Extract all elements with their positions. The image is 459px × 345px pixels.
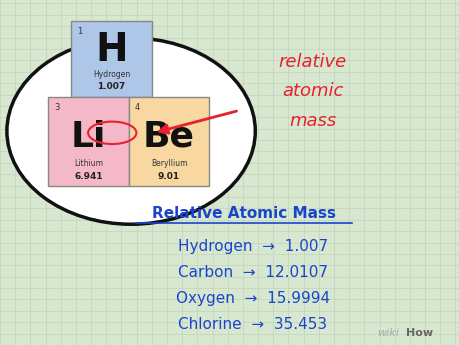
- Text: 4: 4: [134, 103, 139, 112]
- Text: Li: Li: [71, 120, 106, 154]
- FancyBboxPatch shape: [48, 97, 129, 186]
- Text: 1.007: 1.007: [97, 82, 125, 91]
- Text: Oxygen  →  15.9994: Oxygen → 15.9994: [175, 291, 330, 306]
- Circle shape: [7, 38, 255, 224]
- Text: Hydrogen  →  1.007: Hydrogen → 1.007: [178, 239, 327, 254]
- Text: Lithium: Lithium: [74, 159, 103, 168]
- Text: wiki: wiki: [376, 328, 398, 338]
- Text: 9.01: 9.01: [157, 172, 180, 181]
- Text: Carbon  →  12.0107: Carbon → 12.0107: [178, 265, 327, 280]
- Text: Chlorine  →  35.453: Chlorine → 35.453: [178, 317, 327, 332]
- Text: H: H: [95, 31, 128, 69]
- FancyBboxPatch shape: [71, 21, 151, 97]
- Text: 6.941: 6.941: [74, 172, 103, 181]
- Text: Beryllium: Beryllium: [151, 159, 187, 168]
- Text: 1: 1: [77, 27, 82, 36]
- FancyBboxPatch shape: [129, 97, 209, 186]
- Text: Hydrogen: Hydrogen: [93, 70, 130, 79]
- Text: Relative Atomic Mass: Relative Atomic Mass: [151, 206, 335, 221]
- Text: 3: 3: [54, 103, 59, 112]
- Text: atomic: atomic: [281, 82, 343, 100]
- Text: Be: Be: [143, 120, 195, 154]
- Text: How: How: [405, 328, 432, 338]
- Text: relative: relative: [278, 53, 346, 71]
- Text: mass: mass: [289, 112, 336, 130]
